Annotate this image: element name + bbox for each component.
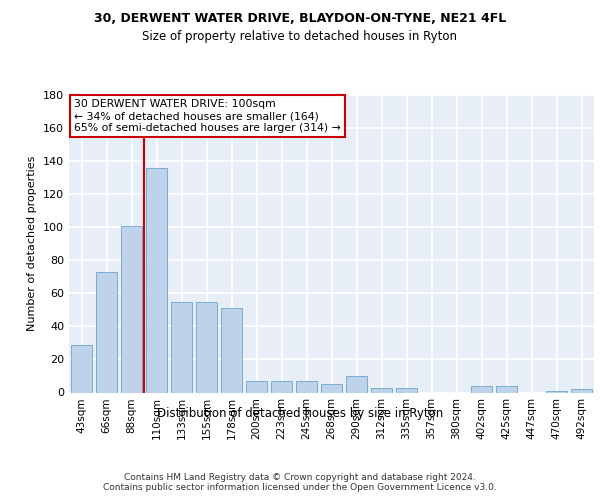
- Bar: [246, 381, 267, 392]
- Bar: [546, 391, 567, 392]
- Bar: [71, 344, 92, 393]
- Bar: [346, 376, 367, 392]
- Bar: [221, 308, 242, 392]
- Y-axis label: Number of detached properties: Number of detached properties: [28, 156, 37, 332]
- Bar: [471, 386, 492, 392]
- Text: 30, DERWENT WATER DRIVE, BLAYDON-ON-TYNE, NE21 4FL: 30, DERWENT WATER DRIVE, BLAYDON-ON-TYNE…: [94, 12, 506, 26]
- Bar: [146, 168, 167, 392]
- Text: Size of property relative to detached houses in Ryton: Size of property relative to detached ho…: [143, 30, 458, 43]
- Bar: [271, 381, 292, 392]
- Bar: [371, 388, 392, 392]
- Bar: [321, 384, 342, 392]
- Bar: [396, 388, 417, 392]
- Bar: [296, 381, 317, 392]
- Bar: [171, 302, 192, 392]
- Bar: [121, 226, 142, 392]
- Text: Contains HM Land Registry data © Crown copyright and database right 2024.
Contai: Contains HM Land Registry data © Crown c…: [103, 472, 497, 492]
- Text: Distribution of detached houses by size in Ryton: Distribution of detached houses by size …: [157, 408, 443, 420]
- Bar: [196, 302, 217, 392]
- Bar: [571, 389, 592, 392]
- Text: 30 DERWENT WATER DRIVE: 100sqm
← 34% of detached houses are smaller (164)
65% of: 30 DERWENT WATER DRIVE: 100sqm ← 34% of …: [74, 100, 341, 132]
- Bar: [496, 386, 517, 392]
- Bar: [96, 272, 117, 392]
